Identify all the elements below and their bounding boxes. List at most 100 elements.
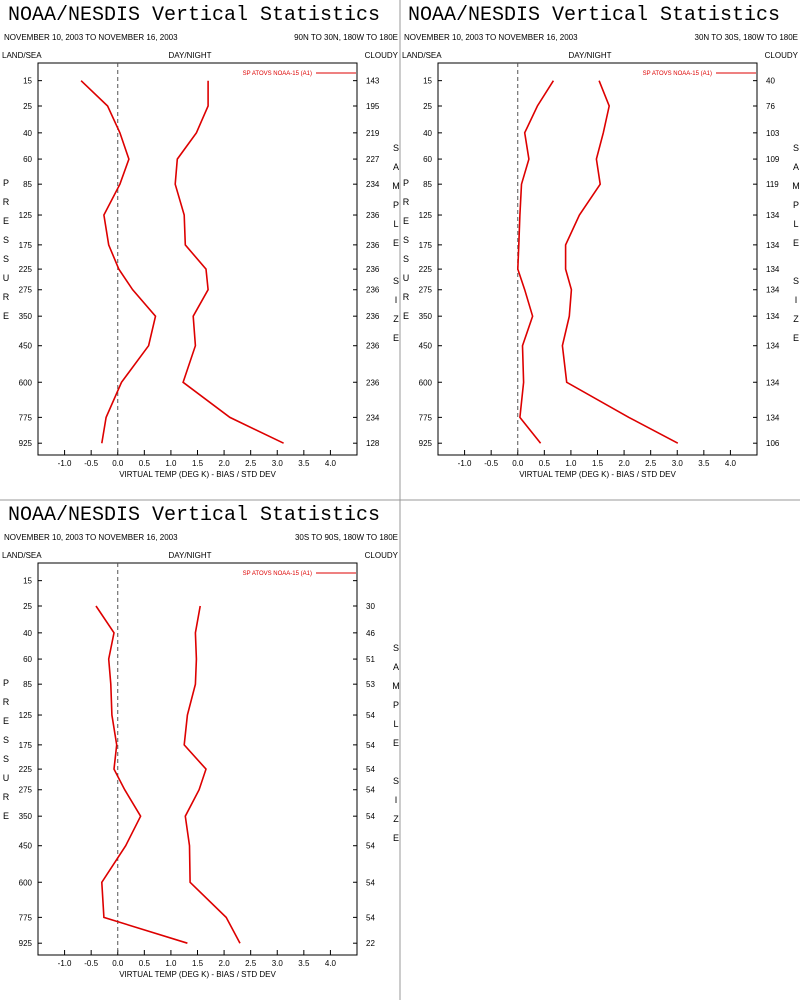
y-tick-label: 125	[19, 211, 33, 220]
sample-size: 53	[366, 680, 375, 689]
x-tick-label: 2.0	[219, 459, 231, 468]
chart-title: NOAA/NESDIS Vertical Statistics	[8, 504, 380, 527]
legend-label: SP ATOVS NOAA-15 (A1)	[243, 571, 312, 577]
sample-size: 54	[366, 711, 375, 720]
y-tick-label: 40	[423, 129, 432, 138]
x-tick-label: 3.5	[298, 459, 310, 468]
legend-label: SP ATOVS NOAA-15 (A1)	[243, 71, 312, 77]
y-tick-label: 85	[23, 680, 32, 689]
sample-size: 134	[766, 378, 780, 387]
date-range: NOVEMBER 10, 2003 TO NOVEMBER 16, 2003	[404, 33, 578, 42]
sample-size: 51	[366, 655, 375, 664]
chart-panel: NOAA/NESDIS Vertical Statistics NOVEMBER …	[1, 4, 401, 479]
y-tick-label: 15	[23, 577, 32, 586]
x-tick-label: 0.0	[112, 459, 124, 468]
sample-size: 54	[366, 786, 375, 795]
x-tick-label: 3.5	[698, 459, 710, 468]
sample-size: 76	[766, 102, 775, 111]
y-tick-label: 450	[19, 842, 33, 851]
y-tick-label: 450	[419, 342, 433, 351]
sample-size: 46	[366, 629, 375, 638]
day-night-label: DAY/NIGHT	[169, 551, 212, 560]
sample-size: 134	[766, 312, 780, 321]
y2-axis-label: SAMPLE SIZE	[391, 143, 401, 352]
y-tick-label: 25	[423, 102, 432, 111]
chart-panel: NOAA/NESDIS Vertical Statistics NOVEMBER …	[401, 4, 800, 479]
y-tick-label: 15	[423, 77, 432, 86]
y-tick-label: 15	[23, 77, 32, 86]
sample-size: 54	[366, 913, 375, 922]
y-axis-label: PRESSURE	[1, 678, 11, 830]
x-tick-label: 3.5	[298, 959, 310, 968]
y-tick-label: 40	[23, 629, 32, 638]
sample-size: 109	[766, 155, 780, 164]
x-axis-label: VIRTUAL TEMP (DEG K) - BIAS / STD DEV	[519, 470, 676, 479]
y-tick-label: 175	[19, 741, 33, 750]
sample-size: 234	[366, 180, 380, 189]
sample-size: 103	[766, 129, 780, 138]
x-tick-label: -0.5	[84, 459, 98, 468]
land-sea-label: LAND/SEA	[2, 51, 42, 60]
y-tick-label: 600	[19, 878, 33, 887]
bias-line	[516, 80, 555, 444]
y-tick-label: 175	[419, 241, 433, 250]
land-sea-label: LAND/SEA	[2, 551, 42, 560]
y-tick-label: 225	[19, 765, 33, 774]
sample-size: 195	[366, 102, 380, 111]
y-tick-label: 25	[23, 602, 32, 611]
y-tick-label: 775	[19, 913, 33, 922]
y-tick-label: 85	[23, 180, 32, 189]
sample-size: 134	[766, 265, 780, 274]
x-tick-label: 2.5	[245, 959, 257, 968]
y-tick-label: 60	[23, 655, 32, 664]
x-tick-label: 0.0	[512, 459, 524, 468]
y2-axis-label: SAMPLE SIZE	[391, 643, 401, 852]
y-tick-label: 775	[419, 413, 433, 422]
x-tick-label: 1.5	[192, 459, 204, 468]
y-tick-label: 275	[419, 286, 433, 295]
x-tick-label: 0.0	[112, 959, 124, 968]
x-axis-label: VIRTUAL TEMP (DEG K) - BIAS / STD DEV	[119, 970, 276, 979]
y-tick-label: 925	[19, 439, 33, 448]
x-tick-label: 1.0	[165, 959, 177, 968]
sample-size: 227	[366, 155, 380, 164]
chart-panel: NOAA/NESDIS Vertical Statistics NOVEMBER …	[1, 504, 401, 979]
y-tick-label: 85	[423, 180, 432, 189]
y-tick-label: 925	[19, 939, 33, 948]
sample-size: 134	[766, 241, 780, 250]
y-tick-label: 60	[423, 155, 432, 164]
sample-size: 143	[366, 77, 380, 86]
sample-size: 40	[766, 77, 775, 86]
chart-title: NOAA/NESDIS Vertical Statistics	[8, 4, 380, 27]
region: 30N TO 30S, 180W TO 180E	[695, 33, 798, 42]
cloudy-label: CLOUDY	[365, 551, 399, 560]
x-tick-label: 4.0	[325, 959, 337, 968]
sample-size: 54	[366, 765, 375, 774]
y-tick-label: 125	[19, 711, 33, 720]
date-range: NOVEMBER 10, 2003 TO NOVEMBER 16, 2003	[4, 533, 178, 542]
x-tick-label: 2.5	[645, 459, 657, 468]
x-tick-label: 1.5	[192, 959, 204, 968]
y2-axis-label: SAMPLE SIZE	[791, 143, 800, 352]
y-tick-label: 275	[19, 286, 33, 295]
x-tick-label: 3.0	[272, 459, 284, 468]
sample-size: 54	[366, 812, 375, 821]
y-tick-label: 25	[23, 102, 32, 111]
sample-size: 236	[366, 241, 380, 250]
y-axis-label: PRESSURE	[401, 178, 411, 330]
y-tick-label: 40	[23, 129, 32, 138]
x-tick-label: 1.5	[592, 459, 604, 468]
y-tick-label: 600	[419, 378, 433, 387]
x-axis-label: VIRTUAL TEMP (DEG K) - BIAS / STD DEV	[119, 470, 276, 479]
sample-size: 236	[366, 378, 380, 387]
y-tick-label: 225	[419, 265, 433, 274]
y-tick-label: 350	[419, 312, 433, 321]
sample-size: 106	[766, 439, 780, 448]
y-axis-label: PRESSURE	[1, 178, 11, 330]
y-tick-label: 775	[19, 413, 33, 422]
y-tick-label: 225	[19, 265, 33, 274]
sample-size: 236	[366, 211, 380, 220]
x-tick-label: 2.0	[619, 459, 631, 468]
sample-size: 119	[766, 180, 779, 189]
